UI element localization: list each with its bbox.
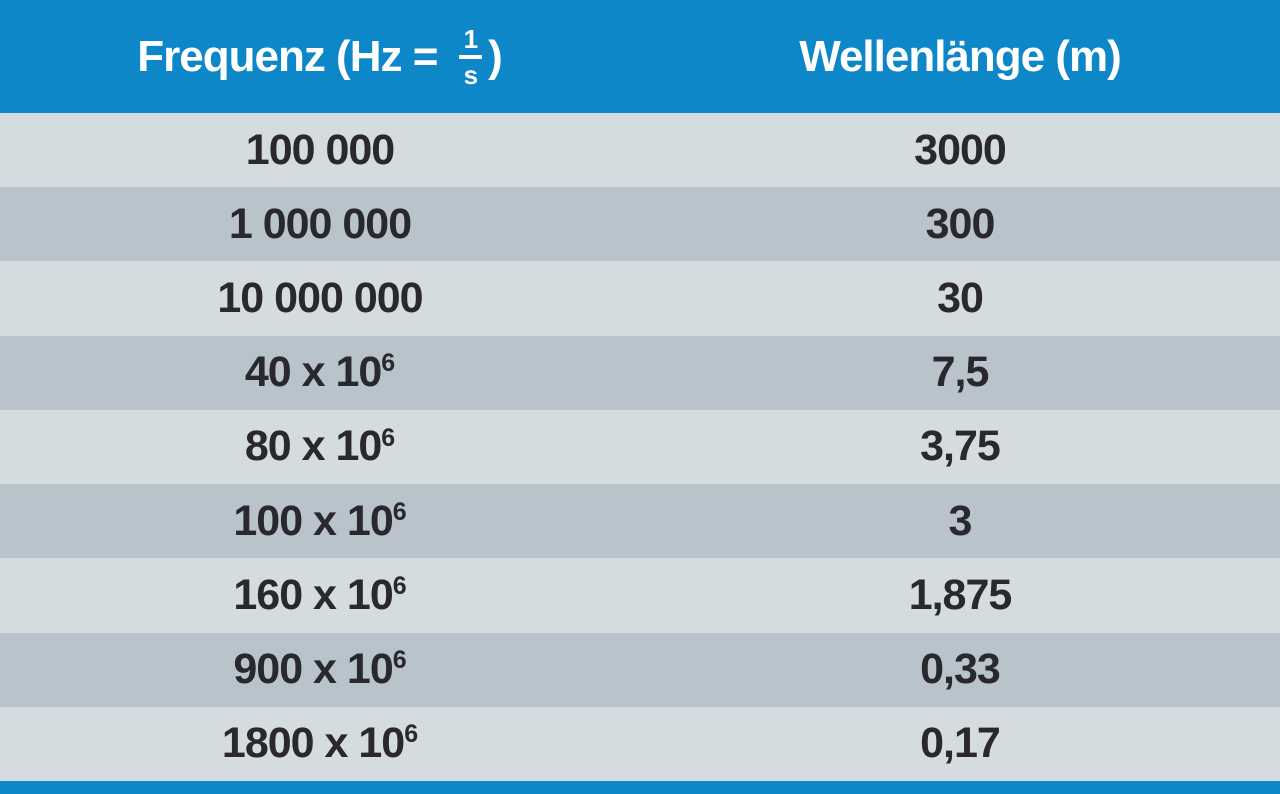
frequency-value: 10 000 000 bbox=[217, 274, 423, 323]
frequency-cell: 40 x 10 6 bbox=[244, 348, 396, 397]
table-row: 40 x 10 6 7,5 bbox=[0, 335, 1280, 410]
wavelength-cell: 30 bbox=[640, 261, 1280, 335]
one-over-s-fraction: 1 s bbox=[458, 26, 483, 90]
table-header-row: Frequenz (Hz = 1 s ) Wellenlänge (m) bbox=[0, 0, 1280, 113]
frequency-cell: 100 000 bbox=[0, 113, 640, 187]
frequency-header-text: Frequenz (Hz = bbox=[137, 31, 449, 81]
table-row: 1800 x 10 6 0,17 bbox=[0, 706, 1280, 781]
wavelength-value: 0,17 bbox=[920, 719, 1001, 768]
wavelength-value: 1,875 bbox=[908, 570, 1013, 619]
frequency-value: 900 x 10 bbox=[233, 645, 393, 694]
frequency-value: 100 x 10 bbox=[233, 496, 393, 545]
frequency-cell: 160 x 10 6 bbox=[233, 570, 407, 619]
column-header-frequency: Frequenz (Hz = 1 s ) bbox=[0, 0, 640, 113]
wavelength-cell: 0,17 bbox=[640, 707, 1280, 781]
frequency-value: 1 000 000 bbox=[228, 199, 412, 248]
fraction-denominator: s bbox=[463, 59, 479, 90]
frequency-cell: 100 x 10 6 bbox=[233, 496, 407, 545]
frequency-value: 40 x 10 bbox=[244, 348, 382, 397]
wavelength-cell: 3 bbox=[640, 484, 1280, 558]
column-header-wavelength: Wellenlänge (m) bbox=[799, 31, 1122, 81]
bottom-accent-bar bbox=[0, 781, 1280, 794]
wavelength-value: 3000 bbox=[914, 125, 1007, 174]
table-row: 10 000 000 30 bbox=[0, 261, 1280, 336]
table-row: 1 000 000 300 bbox=[0, 187, 1280, 262]
table-row: 100 x 10 6 3 bbox=[0, 484, 1280, 559]
wavelength-value: 7,5 bbox=[931, 348, 990, 397]
frequency-header-close-paren: ) bbox=[488, 31, 503, 81]
wavelength-cell: 3000 bbox=[640, 113, 1280, 187]
frequency-value: 160 x 10 bbox=[233, 570, 393, 619]
wavelength-cell: 300 bbox=[640, 187, 1280, 261]
table-body: 100 000 3000 1 000 000 300 10 000 000 30… bbox=[0, 113, 1280, 781]
frequency-cell: 80 x 10 6 bbox=[244, 422, 396, 471]
wavelength-cell: 3,75 bbox=[640, 410, 1280, 484]
wavelength-value: 30 bbox=[937, 274, 984, 323]
wavelength-value: 0,33 bbox=[920, 645, 1001, 694]
table-row: 160 x 10 6 1,875 bbox=[0, 558, 1280, 633]
wavelength-value: 3 bbox=[948, 496, 973, 545]
table-row: 80 x 10 6 3,75 bbox=[0, 409, 1280, 485]
frequency-cell: 900 x 10 6 bbox=[233, 645, 407, 694]
frequency-value: 80 x 10 bbox=[244, 422, 382, 471]
frequency-cell: 1 000 000 bbox=[0, 187, 640, 261]
frequency-value: 100 000 bbox=[245, 125, 395, 174]
frequency-value: 1800 x 10 bbox=[221, 719, 405, 768]
fraction-numerator: 1 bbox=[458, 26, 483, 59]
frequency-cell: 1800 x 10 6 bbox=[221, 719, 419, 768]
wavelength-value: 300 bbox=[925, 199, 996, 248]
frequency-cell: 10 000 000 bbox=[0, 261, 640, 335]
table-row: 900 x 10 6 0,33 bbox=[0, 632, 1280, 707]
table-row: 100 000 3000 bbox=[0, 113, 1280, 188]
wavelength-cell: 0,33 bbox=[640, 633, 1280, 707]
wavelength-value: 3,75 bbox=[920, 422, 1001, 471]
wavelength-cell: 1,875 bbox=[640, 558, 1280, 632]
wavelength-cell: 7,5 bbox=[640, 336, 1280, 410]
